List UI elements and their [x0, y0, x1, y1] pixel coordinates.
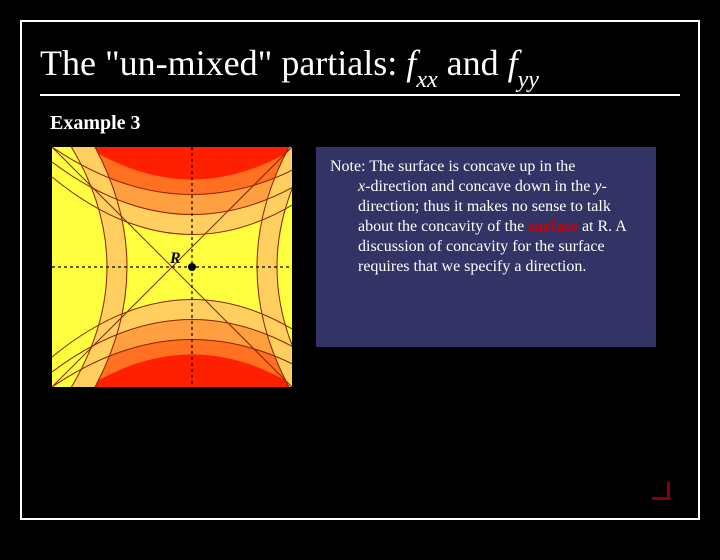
slide-frame: The "un-mixed" partials: fxx and fyy Exa…: [20, 20, 700, 520]
note-body-1: -direction and concave down in the: [365, 178, 594, 195]
title-prefix: The "un-mixed" partials:: [40, 43, 406, 83]
content-row: R Note: The surface is concave up in the…: [22, 135, 698, 387]
contour-plot: R: [52, 147, 292, 387]
title-f2: f: [508, 43, 518, 83]
point-label: R: [169, 250, 181, 267]
note-surface-word: surface: [528, 218, 578, 235]
title-f1: f: [406, 43, 416, 83]
title-sub2: yy: [518, 67, 539, 93]
slide-title: The "un-mixed" partials: fxx and fyy: [40, 42, 680, 90]
note-label: Note:: [330, 158, 369, 175]
title-underline: [40, 94, 680, 96]
example-label: Example 3: [22, 104, 698, 135]
note-box: Note: The surface is concave up in the x…: [316, 147, 656, 347]
note-body-block: x-direction and concave down in the y-di…: [330, 177, 642, 277]
title-sub1: xx: [416, 67, 437, 93]
note-body-0: The surface is concave up in the: [369, 158, 575, 175]
contour-svg: R: [52, 147, 292, 387]
title-area: The "un-mixed" partials: fxx and fyy: [22, 22, 698, 104]
corner-mark-icon: [652, 482, 670, 500]
title-mid: and: [438, 43, 508, 83]
